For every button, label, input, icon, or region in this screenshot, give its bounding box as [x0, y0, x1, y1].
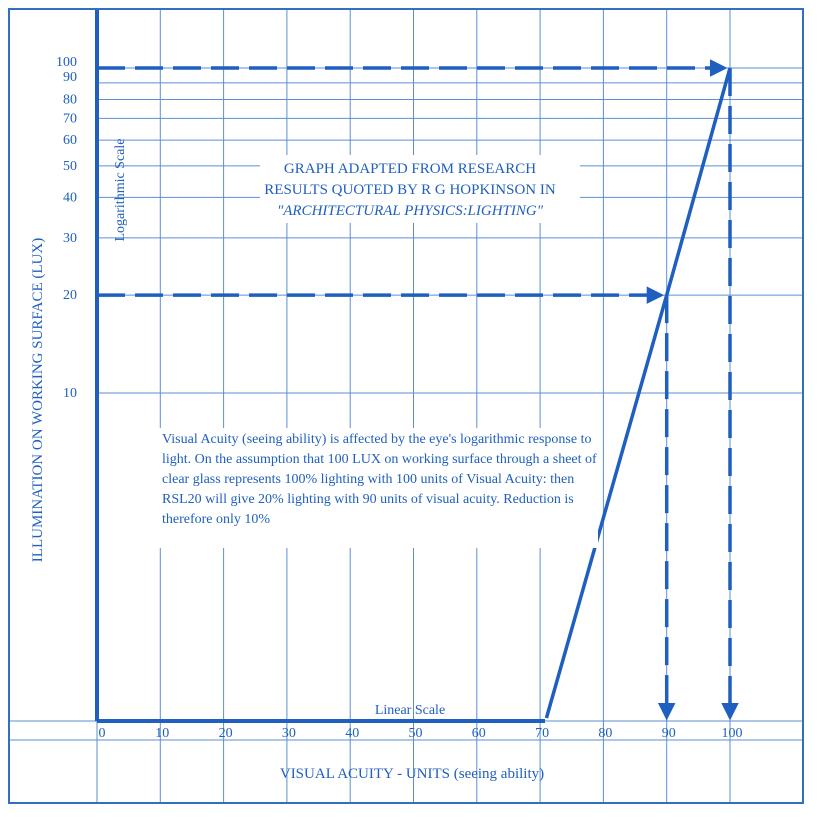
note-line: light. On the assumption that 100 LUX on…: [162, 452, 597, 467]
title-background: [260, 155, 580, 223]
title-line: "ARCHITECTURAL PHYSICS:LIGHTING": [277, 203, 544, 219]
title-line: RESULTS QUOTED BY R G HOPKINSON IN: [264, 182, 556, 198]
chart-title: GRAPH ADAPTED FROM RESEARCH RESULTS QUOTE…: [260, 155, 580, 223]
x-tick-label: 60: [472, 726, 486, 741]
x-tick-label: 90: [662, 726, 676, 741]
x-scale-label: Linear Scale: [375, 703, 445, 718]
y-tick-label: 20: [63, 288, 77, 303]
title-line: GRAPH ADAPTED FROM RESEARCH: [284, 161, 536, 177]
x-tick-label: 30: [282, 726, 296, 741]
y-tick-label: 30: [63, 231, 77, 246]
note-background: [158, 428, 598, 548]
x-tick-label: 50: [409, 726, 423, 741]
y-tick-label: 40: [63, 190, 77, 205]
x-tick-label: 10: [155, 726, 169, 741]
y-tick-label: 70: [63, 111, 77, 126]
note-line: Visual Acuity (seeing ability) is affect…: [162, 432, 591, 447]
y-tick-label: 60: [63, 133, 77, 148]
series-line: [544, 67, 732, 719]
y-tick-label: 100: [56, 55, 77, 70]
y-axis-label: ILLUMINATION ON WORKING SURFACE (LUX): [30, 238, 46, 562]
x-axis-label: VISUAL ACUITY - UNITS (seeing ability): [280, 766, 544, 782]
x-tick-label: 0: [99, 726, 106, 741]
chart-note: Visual Acuity (seeing ability) is affect…: [158, 428, 598, 548]
x-tick-label: 70: [535, 726, 549, 741]
note-line: therefore only 10%: [162, 512, 270, 527]
chart-frame: [8, 8, 804, 804]
y-tick-label: 50: [63, 159, 77, 174]
y-scale-label: Logarithmic Scale: [113, 138, 128, 241]
x-tick-label: 40: [345, 726, 359, 741]
y-tick-label: 80: [63, 92, 77, 107]
x-tick-label: 80: [598, 726, 612, 741]
y-tick-label: 90: [63, 70, 77, 85]
note-line: clear glass represents 100% lighting wit…: [162, 472, 574, 487]
x-tick-label: 20: [219, 726, 233, 741]
x-tick-label: 100: [722, 726, 743, 741]
y-tick-label: 10: [63, 386, 77, 401]
note-line: RSL20 will give 20% lighting with 90 uni…: [162, 492, 574, 507]
